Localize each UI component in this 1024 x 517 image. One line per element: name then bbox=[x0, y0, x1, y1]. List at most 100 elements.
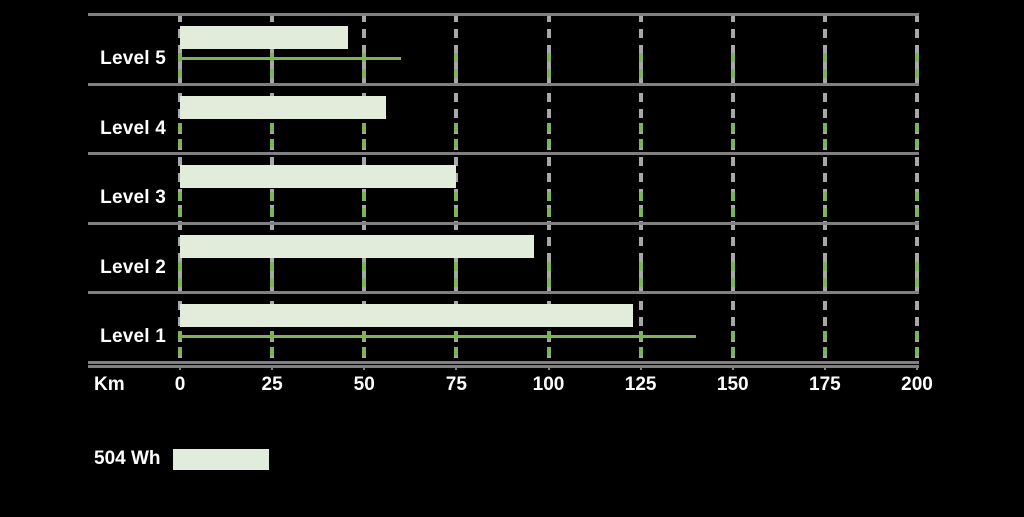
gridline-accent-segment bbox=[822, 192, 827, 219]
gridline-segment bbox=[730, 13, 735, 365]
gridline-100 bbox=[546, 13, 551, 365]
tick-label-175: 175 bbox=[809, 374, 841, 395]
gridline-accent-segment bbox=[546, 192, 551, 219]
gridline-accent-segment bbox=[270, 192, 275, 219]
reference-line-level-1 bbox=[180, 335, 696, 338]
gridline-150 bbox=[730, 13, 735, 365]
tick-label-150: 150 bbox=[716, 374, 749, 395]
gridline-accent-segment bbox=[638, 53, 643, 79]
gridline-accent-segment bbox=[270, 261, 275, 288]
tick-mark-200 bbox=[916, 365, 918, 370]
gridline-175 bbox=[822, 13, 827, 365]
tick-mark-75 bbox=[455, 365, 458, 370]
legend-swatch bbox=[172, 448, 269, 470]
gridline-accent-segment bbox=[822, 331, 827, 358]
gridline-segment bbox=[915, 13, 919, 365]
gridline-accent-segment bbox=[362, 192, 367, 219]
gridline-50 bbox=[362, 13, 367, 365]
gridline-accent-segment bbox=[730, 261, 735, 288]
row-separator bbox=[88, 361, 919, 364]
row-separator bbox=[88, 152, 919, 155]
bar-level-1[interactable] bbox=[180, 304, 633, 327]
tick-label-25: 25 bbox=[261, 374, 283, 395]
gridline-segment bbox=[822, 13, 827, 365]
bar-level-3[interactable] bbox=[180, 165, 456, 188]
row-label-level-3: Level 3 bbox=[100, 187, 166, 209]
legend-label: 504 Wh bbox=[94, 448, 161, 469]
tick-mark-50 bbox=[363, 365, 366, 370]
gridline-accent-segment bbox=[546, 261, 551, 288]
tick-label-100: 100 bbox=[532, 374, 565, 395]
gridline-segment bbox=[270, 13, 275, 365]
gridline-accent-segment bbox=[638, 261, 643, 288]
row-label-level-2: Level 2 bbox=[100, 256, 166, 278]
x-axis-line bbox=[88, 365, 919, 368]
row-separator bbox=[88, 222, 919, 225]
tick-mark-100 bbox=[547, 365, 550, 370]
gridline-accent-segment bbox=[915, 261, 919, 288]
gridline-accent-segment bbox=[362, 122, 367, 149]
tick-label-200: 200 bbox=[901, 374, 933, 395]
plot-area bbox=[88, 13, 919, 365]
gridline-accent-segment bbox=[362, 53, 367, 79]
gridline-accent-segment bbox=[454, 122, 459, 149]
tick-mark-0 bbox=[179, 365, 181, 370]
gridline-accent-segment bbox=[546, 122, 551, 149]
gridline-accent-segment bbox=[638, 192, 643, 219]
gridline-accent-segment bbox=[915, 192, 919, 219]
gridline-accent-segment bbox=[270, 122, 275, 149]
bar-row bbox=[88, 294, 919, 362]
bar-level-5[interactable] bbox=[180, 26, 348, 49]
gridline-accent-segment bbox=[178, 122, 182, 149]
bar-row bbox=[88, 225, 919, 293]
gridline-accent-segment bbox=[362, 261, 367, 288]
gridline-accent-segment bbox=[270, 53, 275, 79]
gridline-accent-segment bbox=[915, 53, 919, 79]
gridline-accent-segment bbox=[822, 122, 827, 149]
gridline-accent-segment bbox=[178, 331, 182, 358]
gridline-accent-segment bbox=[362, 331, 367, 358]
gridline-75 bbox=[454, 13, 459, 365]
gridline-accent-segment bbox=[730, 53, 735, 79]
gridline-25 bbox=[270, 13, 275, 365]
tick-mark-175 bbox=[823, 365, 826, 370]
gridline-0 bbox=[178, 13, 182, 365]
gridline-segment bbox=[546, 13, 551, 365]
gridline-accent-segment bbox=[454, 331, 459, 358]
gridline-accent-segment bbox=[730, 331, 735, 358]
row-label-level-5: Level 5 bbox=[100, 48, 166, 69]
gridline-125 bbox=[638, 13, 643, 365]
gridline-accent-segment bbox=[178, 53, 182, 79]
tick-label-125: 125 bbox=[624, 374, 657, 395]
gridline-segment bbox=[362, 13, 367, 365]
tick-mark-150 bbox=[731, 365, 734, 370]
gridline-accent-segment bbox=[546, 331, 551, 358]
gridline-accent-segment bbox=[822, 53, 827, 79]
bar-level-4[interactable] bbox=[180, 96, 386, 119]
gridline-accent-segment bbox=[822, 261, 827, 288]
gridline-accent-segment bbox=[454, 261, 459, 288]
gridline-200 bbox=[915, 13, 919, 365]
tick-mark-125 bbox=[639, 365, 642, 370]
row-separator bbox=[88, 83, 919, 86]
tick-mark-25 bbox=[271, 365, 274, 370]
bar-row bbox=[88, 16, 919, 84]
legend: 504 Wh bbox=[94, 448, 269, 470]
gridline-accent-segment bbox=[454, 192, 459, 219]
tick-label-0: 0 bbox=[174, 374, 186, 395]
gridline-accent-segment bbox=[546, 53, 551, 79]
bar-row bbox=[88, 86, 919, 154]
row-separator bbox=[88, 291, 919, 294]
gridline-accent-segment bbox=[915, 331, 919, 358]
gridline-accent-segment bbox=[638, 331, 643, 358]
reference-line-level-5 bbox=[180, 57, 401, 60]
gridline-segment bbox=[178, 13, 182, 365]
gridline-accent-segment bbox=[730, 192, 735, 219]
gridline-accent-segment bbox=[730, 122, 735, 149]
row-separator bbox=[88, 13, 919, 16]
gridline-accent-segment bbox=[638, 122, 643, 149]
x-axis-unit-label: Km bbox=[94, 374, 125, 395]
tick-label-75: 75 bbox=[445, 374, 467, 395]
bar-level-2[interactable] bbox=[180, 235, 534, 258]
